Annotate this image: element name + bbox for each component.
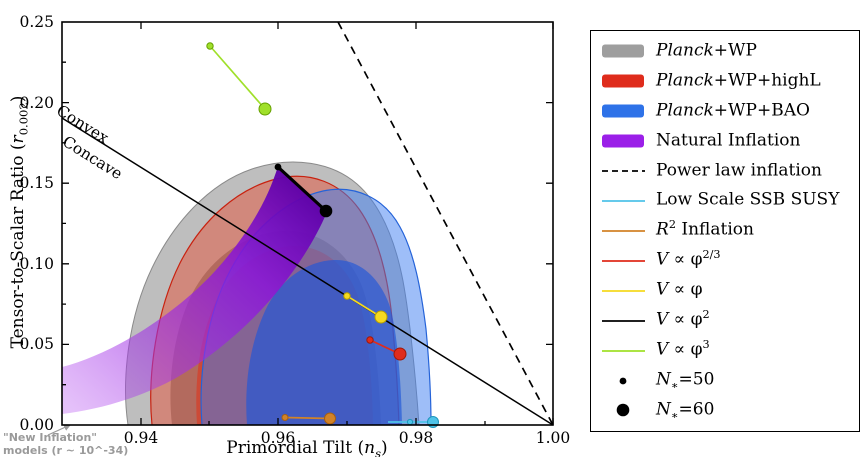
y-tick-0.25: 0.25 [19, 13, 54, 31]
contour-group [62, 161, 432, 425]
line-swatch-black [602, 319, 645, 322]
ssb-susy-n60-dot [427, 416, 439, 428]
phi1-line [346, 295, 382, 318]
y-tick-0.00: 0.00 [19, 416, 54, 434]
legend-label: V ∝ φ2 [656, 308, 710, 330]
legend-label: Planck+WP+BAO [656, 100, 810, 121]
y-tick-0.15: 0.15 [19, 174, 54, 192]
natural-inflation-band [62, 166, 327, 414]
patch-swatch-red [602, 74, 644, 88]
legend-label: N∗=60 [656, 399, 715, 422]
line-swatch-yellow [602, 289, 645, 292]
legend-label: Natural Inflation [656, 130, 801, 151]
power-law-inflation-line [337, 21, 554, 426]
legend-item-n60: N∗=60 [601, 396, 855, 425]
contour-planck-wp-bao-68 [246, 259, 402, 425]
r2-inflation-line [284, 416, 331, 420]
legend-item-planck-wp-bao: Planck+WP+BAO [601, 97, 855, 126]
legend-item-n50: N∗=50 [601, 366, 855, 395]
legend-item-r2-inflation: R2 Inflation [601, 216, 855, 245]
new-inflation-note-line2: models (r ~ 10^-34) [3, 444, 129, 457]
model-lines-group [61, 21, 554, 428]
x-tick-0.98: 0.98 [398, 429, 434, 447]
legend-item-planck-wp-highl: Planck+WP+highL [601, 67, 855, 96]
phi2-line [276, 165, 328, 213]
large-dot-swatch [616, 404, 630, 417]
legend-label: Power law inflation [656, 160, 822, 181]
legend-box: Planck+WP Planck+WP+highL Planck+WP+BAO … [590, 30, 860, 432]
legend-label: Planck+WP+highL [656, 70, 821, 91]
phi3-n50-dot [206, 42, 214, 50]
patch-swatch-purple [602, 134, 644, 148]
ssb-susy-n50-dot [406, 418, 414, 426]
y-tick-0.05: 0.05 [19, 335, 54, 353]
phi2-n50-dot [274, 163, 282, 171]
small-dot-swatch [619, 377, 627, 384]
line-swatch-green [602, 349, 645, 352]
line-swatch-orange [602, 230, 645, 232]
x-axis-title: Primordial Tilt (ns) [226, 438, 388, 457]
legend-item-v-phi-3: V ∝ φ3 [601, 336, 855, 365]
phi2-n60-dot [319, 204, 333, 218]
legend-label: Low Scale SSB SUSY [656, 190, 840, 211]
legend-label: N∗=50 [656, 369, 715, 393]
y-tick-0.10: 0.10 [19, 255, 54, 273]
legend-label: V ∝ φ [656, 279, 703, 300]
legend-item-power-law-inflation: Power law inflation [601, 157, 855, 186]
new-inflation-arrow [47, 424, 72, 436]
legend-item-v-phi: V ∝ φ [601, 276, 855, 305]
x-tick-1.00: 1.00 [535, 429, 571, 447]
legend-item-planck-wp: Planck+WP [601, 37, 855, 66]
phi3-n60-dot [258, 102, 272, 116]
phi1-n50-dot [343, 292, 351, 300]
dashed-line-swatch [602, 170, 645, 172]
patch-swatch-blue [602, 104, 644, 118]
r2-n60-dot [324, 412, 336, 425]
new-inflation-note-line1: "New Inflation" [3, 431, 98, 444]
legend-item-natural-inflation: Natural Inflation [601, 127, 855, 156]
line-swatch-red [602, 259, 645, 262]
legend-label: Planck+WP [656, 40, 757, 61]
x-tick-0.96: 0.96 [260, 429, 296, 447]
phi1-n60-dot [374, 310, 388, 324]
legend-label: V ∝ φ3 [656, 338, 710, 360]
legend-item-v-phi-2-3: V ∝ φ2/3 [601, 246, 855, 275]
y-axis-title: Tensor-to-Scalar Ratio (r0.002) [8, 95, 31, 349]
patch-swatch-gray [602, 44, 644, 58]
phi23-n50-dot [366, 336, 374, 344]
convex-concave-line [61, 117, 554, 426]
legend-label: V ∝ φ2/3 [656, 248, 721, 270]
line-swatch-cyan [602, 200, 645, 202]
y-tick-0.20: 0.20 [19, 94, 54, 112]
legend-label: R2 Inflation [656, 218, 754, 241]
phi3-line [209, 45, 266, 110]
legend-item-v-phi-2: V ∝ φ2 [601, 306, 855, 335]
legend-item-low-scale-ssb-susy: Low Scale SSB SUSY [601, 186, 855, 215]
phi23-n60-dot [393, 347, 407, 361]
r2-n50-dot [281, 414, 289, 421]
x-tick-0.94: 0.94 [123, 429, 159, 447]
new-inflation-note: "New Inflation" models (r ~ 10^-34) [3, 431, 128, 457]
plot-frame [61, 21, 554, 426]
